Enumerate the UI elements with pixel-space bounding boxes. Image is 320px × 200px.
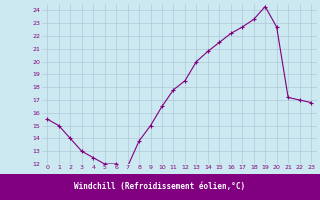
Text: Windchill (Refroidissement éolien,°C): Windchill (Refroidissement éolien,°C) — [75, 182, 245, 192]
